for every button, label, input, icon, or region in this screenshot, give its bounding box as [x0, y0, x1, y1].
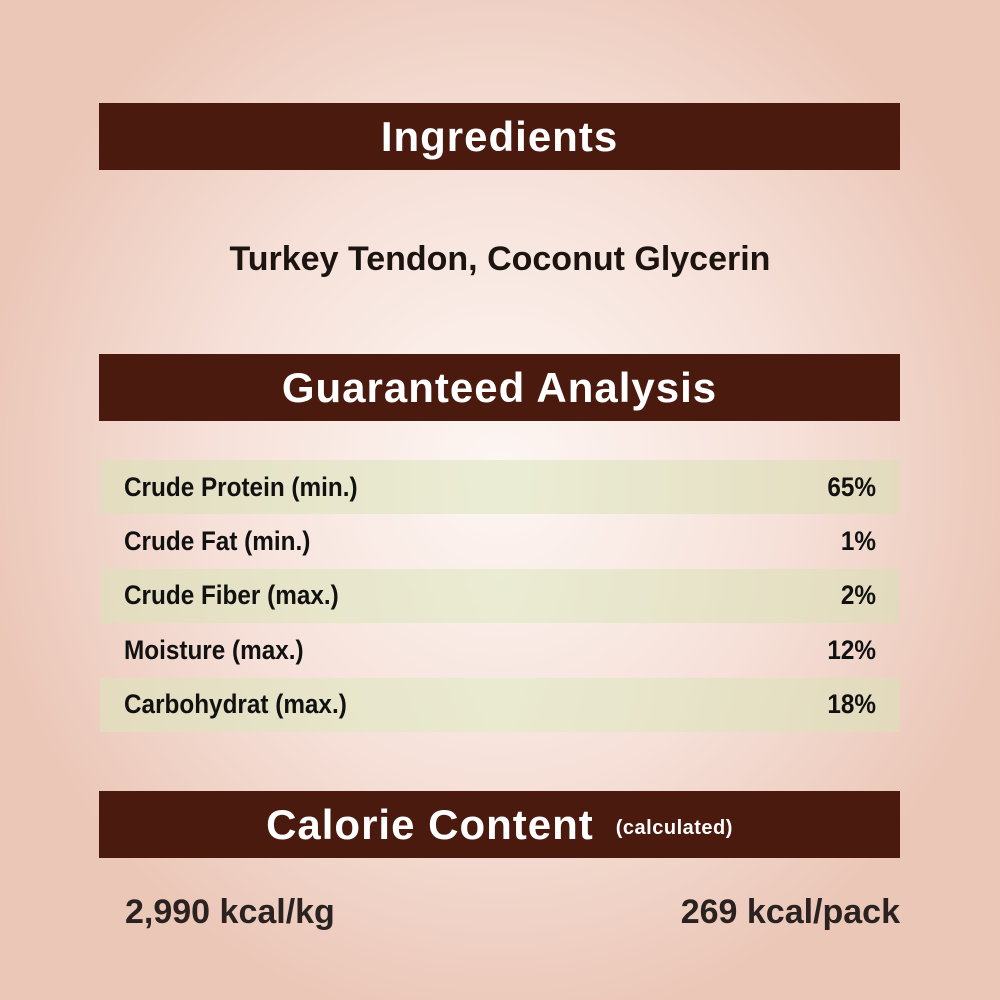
calorie-banner: Calorie Content (calculated)	[99, 791, 900, 858]
row-value: 1%	[840, 526, 876, 557]
row-label: Moisture (max.)	[124, 634, 304, 665]
table-row: Moisture (max.) 12%	[100, 623, 900, 677]
calorie-per-pack: 269 kcal/pack	[680, 893, 900, 931]
calorie-heading: Calorie Content	[266, 800, 594, 848]
ingredients-text: Turkey Tendon, Coconut Glycerin	[229, 240, 771, 278]
ingredients-heading: Ingredients	[380, 112, 619, 160]
table-row: Crude Protein (min.) 65%	[100, 460, 900, 515]
analysis-heading: Guaranteed Analysis	[281, 363, 718, 411]
row-label: Carbohydrat (max.)	[124, 689, 347, 720]
row-value: 2%	[840, 580, 876, 611]
analysis-banner: Guaranteed Analysis	[99, 354, 900, 421]
table-row: Crude Fiber (max.) 2%	[100, 568, 900, 624]
row-value: 12%	[827, 634, 876, 665]
row-value: 65%	[827, 471, 876, 502]
table-row: Crude Fat (min.) 1%	[100, 514, 900, 568]
calorie-subheading: (calculated)	[615, 817, 733, 839]
row-label: Crude Protein (min.)	[124, 471, 358, 502]
row-label: Crude Fiber (max.)	[124, 580, 339, 611]
row-value: 18%	[827, 689, 876, 720]
analysis-table: Crude Protein (min.) 65% Crude Fat (min.)…	[100, 460, 900, 732]
ingredients-banner: Ingredients	[99, 103, 900, 170]
row-label: Crude Fat (min.)	[124, 526, 311, 557]
calorie-per-kg: 2,990 kcal/kg	[125, 893, 335, 931]
table-row: Carbohydrat (max.) 18%	[100, 677, 900, 732]
